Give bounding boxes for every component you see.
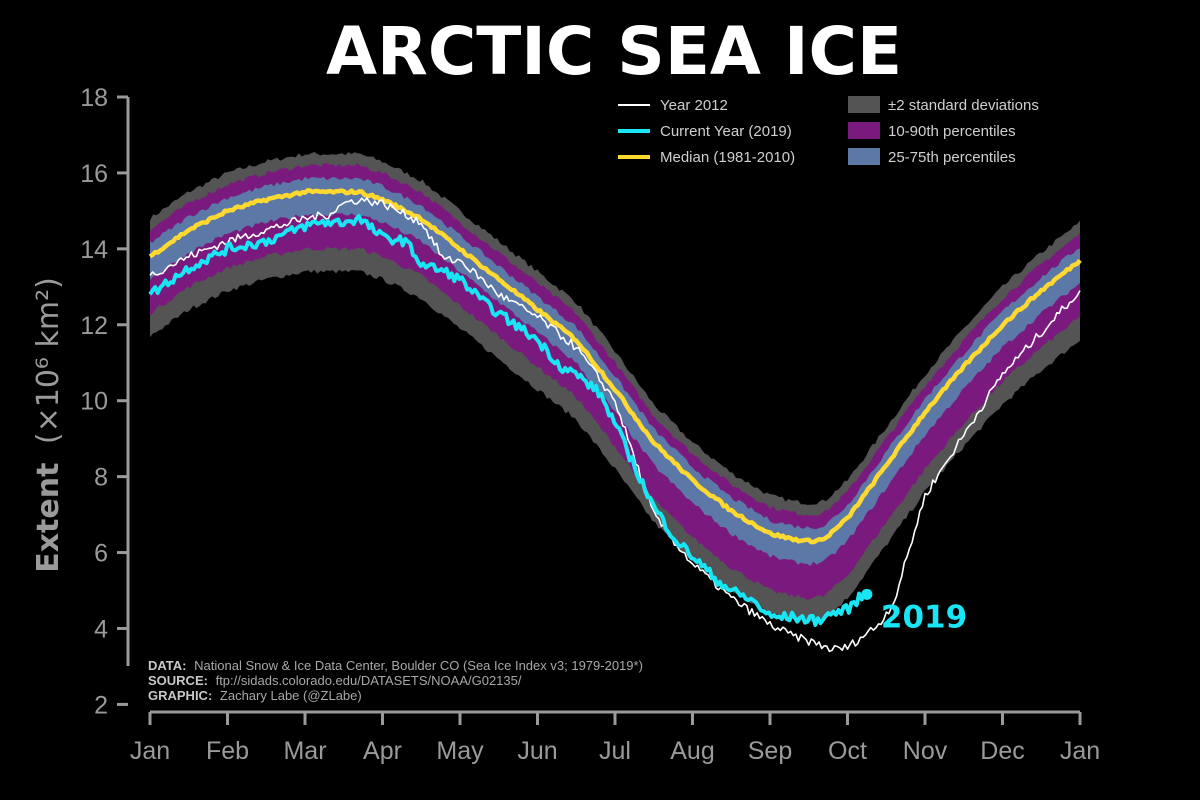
- legend-label-current: Current Year (2019): [660, 123, 792, 140]
- legend-label-y2012: Year 2012: [660, 97, 728, 114]
- x-tick-label: Feb: [206, 737, 249, 765]
- credit-graphic: GRAPHIC: Zachary Labe (@ZLabe): [148, 688, 362, 703]
- legend-swatch-std: [848, 96, 880, 113]
- y-tick-label: 2: [94, 691, 108, 719]
- credit-source-label: SOURCE:: [148, 673, 208, 688]
- current-year-end-dot: [861, 588, 873, 600]
- y-ticks: 2 4 6 8 10 12 14 16 18: [80, 84, 128, 719]
- band-p25-p75: [150, 176, 1080, 567]
- x-tick-label: Aug: [670, 737, 714, 765]
- year-2012-line: [149, 197, 1081, 653]
- legend-label-std: ±2 standard deviations: [888, 97, 1039, 114]
- median-line: [148, 188, 1082, 545]
- x-ticks: Jan Feb Mar Apr May Jun Jul Aug Sep Oct Nov Dec Jan: [130, 712, 1100, 765]
- legend-label-p10: 10-90th percentiles: [888, 123, 1016, 140]
- y-tick-label: 6: [94, 540, 108, 568]
- legend-swatch-p10: [848, 122, 880, 139]
- credit-data-text: National Snow & Ice Data Center, Boulder…: [194, 658, 643, 673]
- credit-source: SOURCE: ftp://sidads.colorado.edu/DATASE…: [148, 673, 522, 688]
- y-tick-label: 4: [94, 615, 108, 643]
- credit-source-text: ftp://sidads.colorado.edu/DATASETS/NOAA/…: [216, 673, 522, 688]
- legend-label-p25: 25-75th percentiles: [888, 149, 1016, 166]
- x-tick-label: Oct: [828, 737, 867, 765]
- x-tick-label: Jul: [599, 737, 631, 765]
- x-tick-label: Nov: [903, 737, 948, 765]
- legend: Year 2012 Current Year (2019) Median (1981…: [618, 96, 1039, 166]
- y-tick-label: 10: [80, 388, 108, 416]
- y-axis-unit: (×10⁶ km²): [31, 277, 66, 444]
- current-year-line: [148, 214, 868, 627]
- y-tick-label: 18: [80, 84, 108, 112]
- x-tick-label: Dec: [980, 737, 1024, 765]
- x-tick-label: May: [436, 737, 484, 765]
- y-tick-label: 14: [80, 236, 108, 264]
- x-tick-label: Sep: [748, 737, 792, 765]
- x-tick-label: Jan: [130, 737, 170, 765]
- chart-title: ARCTIC SEA ICE: [326, 13, 902, 90]
- y-tick-label: 12: [80, 312, 108, 340]
- y-axis-label: Extent (×10⁶ km²): [31, 277, 66, 573]
- credit-graphic-text: Zachary Labe (@ZLabe): [220, 688, 362, 703]
- y-axis-title: Extent: [31, 463, 66, 573]
- legend-label-median: Median (1981-2010): [660, 149, 795, 166]
- credits: DATA: National Snow & Ice Data Center, B…: [148, 658, 643, 703]
- current-year-end-label: 2019: [881, 599, 967, 635]
- line-layer: [148, 188, 1082, 653]
- x-tick-label: Jan: [1060, 737, 1100, 765]
- x-tick-label: Mar: [283, 737, 326, 765]
- y-tick-label: 16: [80, 160, 108, 188]
- x-tick-label: Apr: [363, 737, 402, 765]
- credit-data: DATA: National Snow & Ice Data Center, B…: [148, 658, 643, 673]
- legend-swatch-p25: [848, 148, 880, 165]
- y-tick-label: 8: [94, 464, 108, 492]
- credit-data-label: DATA:: [148, 658, 187, 673]
- x-tick-label: Jun: [517, 737, 557, 765]
- svg-text:Extent (×10⁶ km²): Extent (×10⁶ km²): [31, 277, 66, 573]
- credit-graphic-label: GRAPHIC:: [148, 688, 212, 703]
